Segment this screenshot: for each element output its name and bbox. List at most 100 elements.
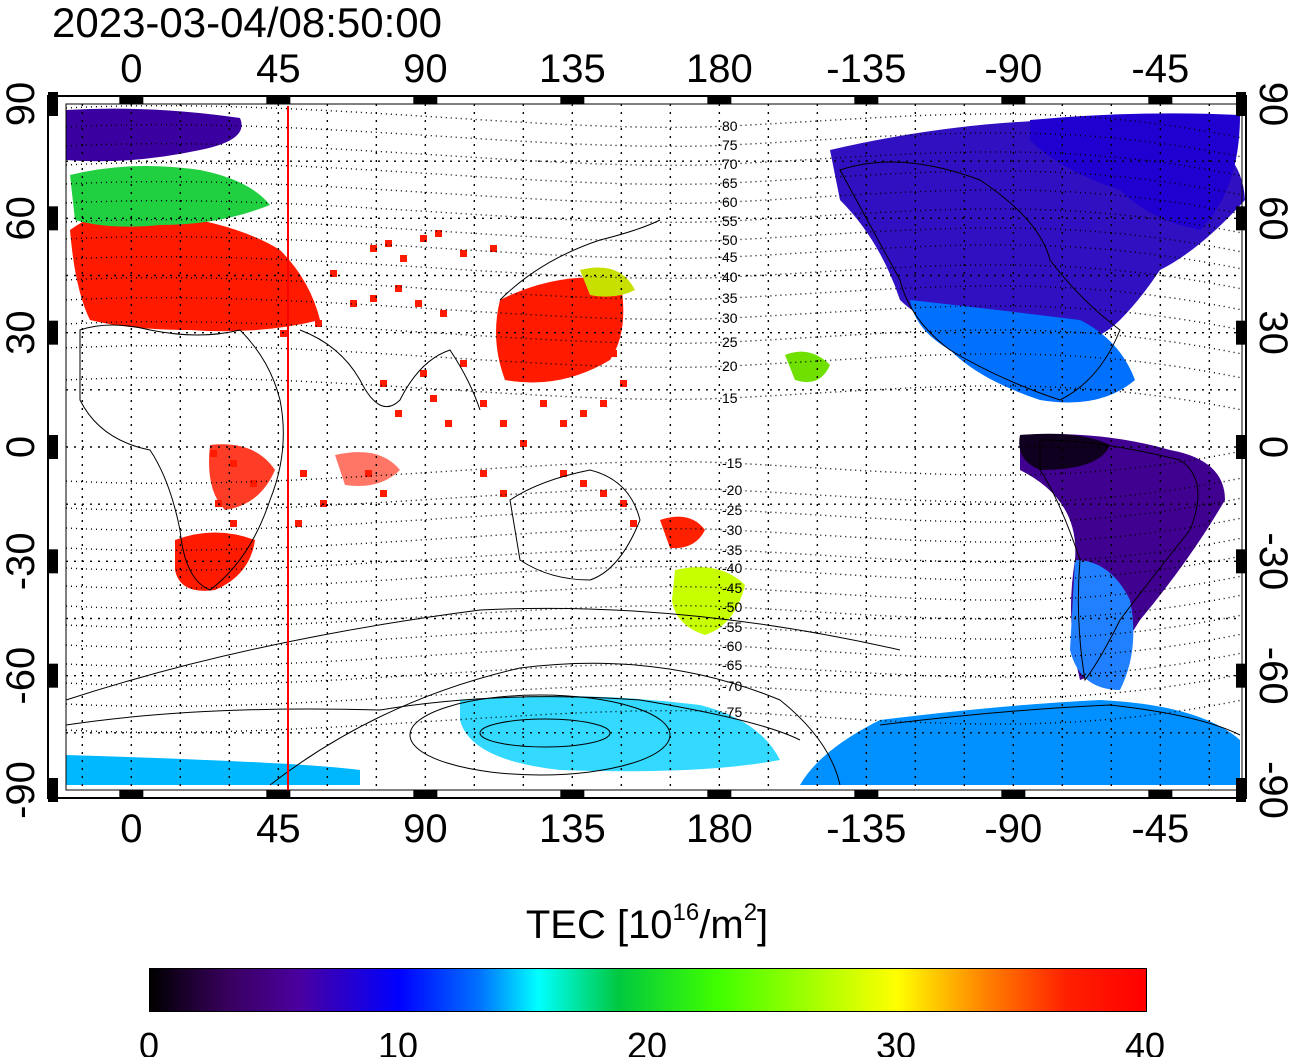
bottom-lon-label: 135 bbox=[539, 807, 606, 851]
top-lon-label: 135 bbox=[539, 47, 606, 91]
contour-label: 65 bbox=[722, 175, 738, 191]
contour-line bbox=[65, 537, 1243, 571]
tec-cell bbox=[580, 410, 587, 417]
bottom-lon-label: -90 bbox=[984, 807, 1042, 851]
contour-label: -40 bbox=[722, 560, 742, 576]
top-tick-bar bbox=[560, 96, 585, 104]
tec-cell bbox=[380, 490, 387, 497]
tec-data-layer bbox=[66, 108, 1245, 785]
top-tick-bar bbox=[413, 96, 438, 104]
tec-cell bbox=[420, 235, 427, 242]
contour-label: 45 bbox=[722, 249, 738, 265]
contour-label: 25 bbox=[722, 334, 738, 350]
top-lon-label: 90 bbox=[403, 47, 448, 91]
colorbar-tick-label: 10 bbox=[377, 1025, 419, 1057]
contour-line bbox=[65, 517, 1243, 551]
contour-label: -35 bbox=[722, 542, 742, 558]
left-tick-bar bbox=[48, 206, 58, 231]
tec-cell bbox=[490, 245, 497, 252]
tec-region-greenland bbox=[1030, 113, 1240, 230]
tec-region-south-america bbox=[1020, 434, 1225, 680]
contour-label: 20 bbox=[722, 358, 738, 374]
tec-cell bbox=[210, 450, 217, 457]
contour-line bbox=[65, 575, 1243, 609]
bottom-tick-bar bbox=[1148, 790, 1173, 798]
contour-line bbox=[65, 200, 1243, 234]
left-lat-label: -90 bbox=[0, 761, 43, 819]
contour-line bbox=[65, 181, 1243, 215]
bottom-tick-bar bbox=[1001, 790, 1026, 798]
contour-label: -55 bbox=[722, 619, 742, 635]
bottom-lon-label: -45 bbox=[1131, 807, 1189, 851]
left-tick-bar bbox=[48, 778, 58, 802]
contour-label: -15 bbox=[722, 455, 742, 471]
tec-region-europe bbox=[70, 210, 320, 332]
tec-cell bbox=[520, 440, 527, 447]
top-tick-bar bbox=[266, 96, 291, 104]
contour-line bbox=[65, 450, 1243, 484]
tec-region-arctic-europe bbox=[66, 108, 242, 162]
bottom-lon-label: 180 bbox=[686, 807, 753, 851]
tec-cell bbox=[500, 490, 507, 497]
contour-line bbox=[65, 633, 1243, 667]
tec-world-map: 0 45 90 135 180 -135 -90 -45 0 45 90 135 180 -135 -90… bbox=[0, 47, 1294, 851]
contour-line bbox=[65, 594, 1243, 628]
tec-cell bbox=[600, 490, 607, 497]
tec-cell bbox=[520, 330, 527, 337]
tec-cell bbox=[350, 300, 357, 307]
bottom-longitude-labels: 0 45 90 135 180 -135 -90 -45 bbox=[120, 807, 1189, 851]
tec-cell bbox=[560, 420, 567, 427]
tec-colorbar bbox=[149, 968, 1147, 1012]
top-lon-label: 0 bbox=[120, 47, 142, 91]
contour-line bbox=[65, 673, 1243, 707]
left-tick-bar bbox=[48, 92, 58, 116]
bottom-lon-label: 90 bbox=[403, 807, 448, 851]
top-lon-label: -135 bbox=[826, 47, 906, 91]
right-tick-bar bbox=[1236, 320, 1246, 345]
right-lat-label: -60 bbox=[1251, 647, 1294, 705]
contour-line bbox=[65, 497, 1243, 531]
tec-cell bbox=[570, 340, 577, 347]
top-lon-label: 45 bbox=[256, 47, 301, 91]
colorbar-title: TEC [1016/m2] bbox=[525, 899, 769, 947]
bottom-lon-label: 0 bbox=[120, 807, 142, 851]
left-lat-label: 60 bbox=[0, 196, 43, 241]
contour-label: 35 bbox=[722, 290, 738, 306]
tec-cell bbox=[415, 300, 422, 307]
colorbar-tick-label: 30 bbox=[875, 1025, 917, 1057]
tec-cell bbox=[315, 320, 322, 327]
tec-region-north-europe bbox=[70, 166, 270, 227]
tec-cell bbox=[300, 470, 307, 477]
right-tick-bar bbox=[1236, 663, 1246, 688]
right-lat-label: 0 bbox=[1251, 436, 1294, 458]
tec-cell bbox=[395, 285, 402, 292]
timestamp-title: 2023-03-04/08:50:00 bbox=[52, 0, 442, 46]
right-lat-label: -90 bbox=[1251, 761, 1294, 819]
left-tick-bar bbox=[48, 320, 58, 345]
tec-cell bbox=[295, 520, 302, 527]
contour-line bbox=[65, 236, 1243, 270]
right-lat-label: 30 bbox=[1251, 310, 1294, 355]
tec-cell bbox=[380, 380, 387, 387]
tec-region-pac-islands bbox=[335, 452, 400, 486]
top-lon-label: -45 bbox=[1131, 47, 1189, 91]
contour-label: 15 bbox=[722, 390, 738, 406]
contour-label: -30 bbox=[722, 522, 742, 538]
tec-cell bbox=[280, 330, 287, 337]
contour-label: 30 bbox=[722, 310, 738, 326]
contour-line bbox=[65, 277, 1243, 311]
tec-cell bbox=[370, 295, 377, 302]
tec-cell bbox=[330, 270, 337, 277]
contour-label: -75 bbox=[722, 704, 742, 720]
tec-cell bbox=[365, 470, 372, 477]
tec-cell bbox=[460, 250, 467, 257]
colorbar-tick-label: 40 bbox=[1124, 1025, 1166, 1057]
tec-cell bbox=[430, 395, 437, 402]
tec-cell bbox=[540, 400, 547, 407]
right-tick-bar bbox=[1236, 549, 1246, 574]
right-tick-bar bbox=[1236, 92, 1246, 116]
contour-label: -45 bbox=[722, 580, 742, 596]
tec-cell bbox=[630, 520, 637, 527]
right-lat-label: 60 bbox=[1251, 196, 1294, 241]
